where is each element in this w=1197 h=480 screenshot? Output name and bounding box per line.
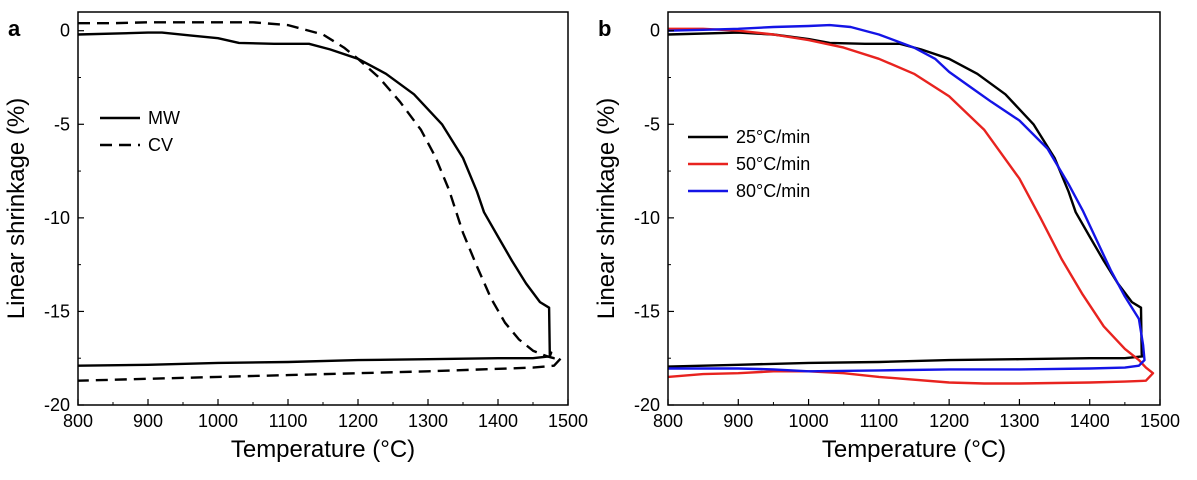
- x-tick-label-a: 1300: [408, 411, 448, 431]
- y-tick-label-a: -10: [44, 208, 70, 228]
- panel-label-a: a: [8, 16, 21, 41]
- x-tick-label-a: 900: [133, 411, 163, 431]
- y-tick-label-b: -5: [644, 114, 660, 134]
- x-tick-label-b: 900: [723, 411, 753, 431]
- x-axis-label-a: Temperature (°C): [231, 436, 415, 463]
- x-axis-label-b: Temperature (°C): [822, 436, 1006, 463]
- legend-label-b-0: 25°C/min: [736, 127, 810, 147]
- plot-frame-b: [667, 11, 1161, 406]
- x-tick-label-a: 800: [63, 411, 93, 431]
- x-tick-label-a: 1100: [269, 411, 308, 431]
- y-tick-label-a: -15: [44, 301, 70, 321]
- legend-label-b-1: 50°C/min: [736, 154, 810, 174]
- y-tick-label-a: -20: [44, 395, 70, 415]
- series-line-b-0: [667, 31, 1145, 368]
- x-tick-label-a: 1200: [338, 411, 378, 431]
- legend-label-b-2: 80°C/min: [736, 181, 810, 201]
- series-line-a-0: [77, 31, 553, 367]
- x-tick-label-b: 1400: [1070, 411, 1110, 431]
- y-tick-label-a: -5: [54, 114, 70, 134]
- series-line-b-2: [667, 23, 1146, 373]
- y-axis-label-b: Linear shrinkage (%): [593, 98, 620, 319]
- plot-frame-a: [77, 11, 569, 406]
- series-line-a-1: [77, 21, 563, 382]
- y-tick-label-b: -15: [634, 301, 660, 321]
- x-tick-label-a: 1400: [478, 411, 518, 431]
- x-tick-label-b: 1500: [1140, 411, 1180, 431]
- x-tick-label-b: 800: [653, 411, 683, 431]
- x-tick-label-b: 1100: [859, 411, 898, 431]
- y-tick-label-b: -20: [634, 395, 660, 415]
- panel-b-chart: 800 900 1000 1100 1200 1300 1400 1500 0 -5 -10 -15 -…: [593, 11, 1180, 463]
- panel-a-chart: 800 900 1000 1100 1200 1300 1400 1500 0 -5 -10 -15 -…: [3, 11, 588, 463]
- x-tick-label-a: 1000: [198, 411, 238, 431]
- series-line-b-1: [667, 27, 1155, 385]
- y-tick-label-b: 0: [650, 21, 660, 41]
- legend-label-a-1: CV: [148, 135, 173, 155]
- legend-label-a-0: MW: [148, 108, 180, 128]
- y-axis-label-a: Linear shrinkage (%): [3, 98, 30, 319]
- panel-label-b: b: [598, 16, 611, 41]
- x-tick-label-a: 1500: [548, 411, 588, 431]
- x-tick-label-b: 1300: [999, 411, 1039, 431]
- x-tick-label-b: 1200: [929, 411, 969, 431]
- y-tick-label-a: 0: [60, 21, 70, 41]
- x-tick-label-b: 1000: [789, 411, 829, 431]
- y-tick-label-b: -10: [634, 208, 660, 228]
